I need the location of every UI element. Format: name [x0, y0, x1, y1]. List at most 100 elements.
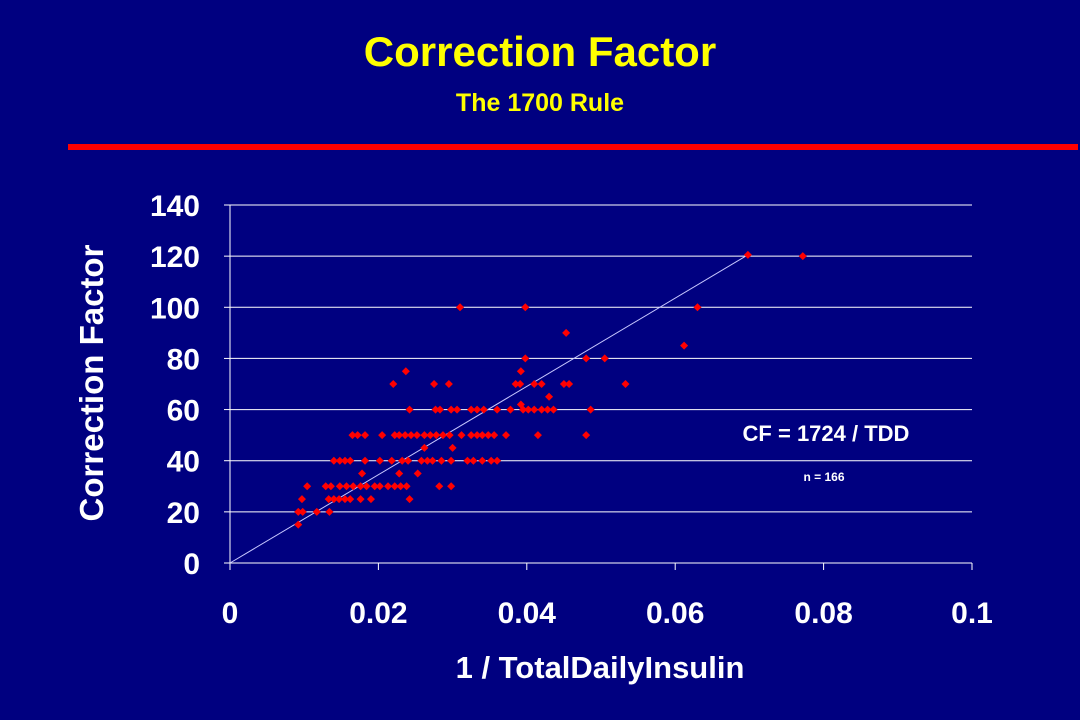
- data-point: [680, 341, 689, 350]
- x-tick-label: 0: [222, 597, 239, 630]
- y-tick-label: 120: [150, 241, 200, 274]
- data-point: [396, 482, 405, 491]
- data-point: [405, 405, 414, 414]
- data-point: [389, 380, 398, 388]
- data-point: [467, 405, 476, 414]
- data-point: [516, 367, 525, 376]
- data-point: [621, 380, 630, 388]
- data-point: [294, 507, 303, 516]
- data-point: [490, 431, 499, 440]
- data-point: [530, 380, 539, 388]
- data-point: [335, 482, 344, 491]
- data-point: [586, 405, 595, 414]
- slide-title: Correction Factor: [363, 28, 717, 75]
- data-point: [530, 405, 539, 414]
- data-point: [438, 431, 447, 440]
- x-axis-label: 1 / TotalDailyInsulin: [456, 650, 745, 685]
- data-point: [562, 328, 571, 337]
- x-tick-label: 0.08: [794, 597, 852, 630]
- data-point: [484, 431, 493, 440]
- data-point: [559, 380, 568, 388]
- data-points: [294, 250, 807, 529]
- data-point: [417, 456, 426, 465]
- data-point: [329, 495, 338, 504]
- data-point: [402, 482, 411, 491]
- data-point: [479, 405, 488, 414]
- data-point: [353, 431, 362, 440]
- data-point: [401, 431, 410, 440]
- data-point: [426, 431, 435, 440]
- data-point: [506, 405, 515, 414]
- data-point: [447, 482, 456, 491]
- data-point: [321, 482, 330, 491]
- data-point: [565, 380, 574, 388]
- data-point: [420, 443, 429, 452]
- data-point: [423, 456, 432, 465]
- data-point: [432, 431, 441, 440]
- data-point: [329, 456, 338, 465]
- data-point: [428, 456, 437, 465]
- data-point: [341, 495, 350, 504]
- data-point: [469, 456, 478, 465]
- data-point: [348, 431, 357, 440]
- title-divider: [68, 144, 1078, 150]
- x-tick-labels: 0 0.02 0.04 0.06 0.08 0.1: [222, 597, 993, 630]
- data-point: [390, 431, 399, 440]
- data-point: [582, 431, 591, 440]
- data-point: [743, 250, 752, 259]
- data-point: [478, 456, 487, 465]
- data-point: [537, 405, 546, 414]
- data-point: [463, 456, 472, 465]
- data-point: [456, 303, 465, 312]
- data-point: [294, 520, 303, 529]
- data-point: [341, 456, 350, 465]
- y-tick-label: 40: [167, 446, 200, 479]
- data-point: [457, 431, 466, 440]
- x-tick-label: 0.06: [646, 597, 704, 630]
- y-tick-label: 80: [167, 343, 200, 376]
- data-point: [349, 482, 358, 491]
- data-point: [370, 482, 379, 491]
- data-point: [582, 354, 591, 363]
- data-point: [549, 405, 558, 414]
- data-point: [407, 431, 416, 440]
- data-point: [342, 482, 351, 491]
- y-tick-label: 0: [183, 548, 200, 581]
- y-tick-label: 60: [167, 395, 200, 428]
- data-point: [521, 303, 530, 312]
- data-point: [473, 431, 482, 440]
- slide-subtitle: The 1700 Rule: [455, 89, 625, 117]
- y-tick-label: 140: [150, 190, 200, 223]
- data-point: [297, 495, 306, 504]
- data-point: [502, 431, 511, 440]
- data-point: [600, 354, 609, 363]
- data-point: [545, 392, 554, 401]
- data-point: [516, 400, 525, 409]
- data-point: [390, 482, 399, 491]
- data-point: [437, 456, 446, 465]
- data-point: [346, 495, 355, 504]
- data-point: [445, 431, 454, 440]
- data-point: [303, 482, 312, 491]
- data-point: [387, 456, 396, 465]
- data-point: [453, 405, 462, 414]
- x-tick-label: 0.1: [951, 597, 993, 630]
- axes: [224, 204, 973, 570]
- data-point: [435, 482, 444, 491]
- data-point: [398, 456, 407, 465]
- data-point: [493, 405, 502, 414]
- data-point: [478, 431, 487, 440]
- data-point: [325, 507, 334, 516]
- data-point: [356, 495, 365, 504]
- data-point: [335, 456, 344, 465]
- data-point: [378, 431, 387, 440]
- data-point: [543, 405, 552, 414]
- data-point: [693, 303, 702, 312]
- data-point: [516, 380, 525, 388]
- equation-annotation: CF = 1724 / TDD: [743, 421, 910, 446]
- data-point: [487, 456, 496, 465]
- data-point: [420, 431, 429, 440]
- y-tick-labels: 0 20 40 60 80 100 120 140: [150, 190, 200, 581]
- sample-size-annotation: n = 166: [803, 470, 844, 484]
